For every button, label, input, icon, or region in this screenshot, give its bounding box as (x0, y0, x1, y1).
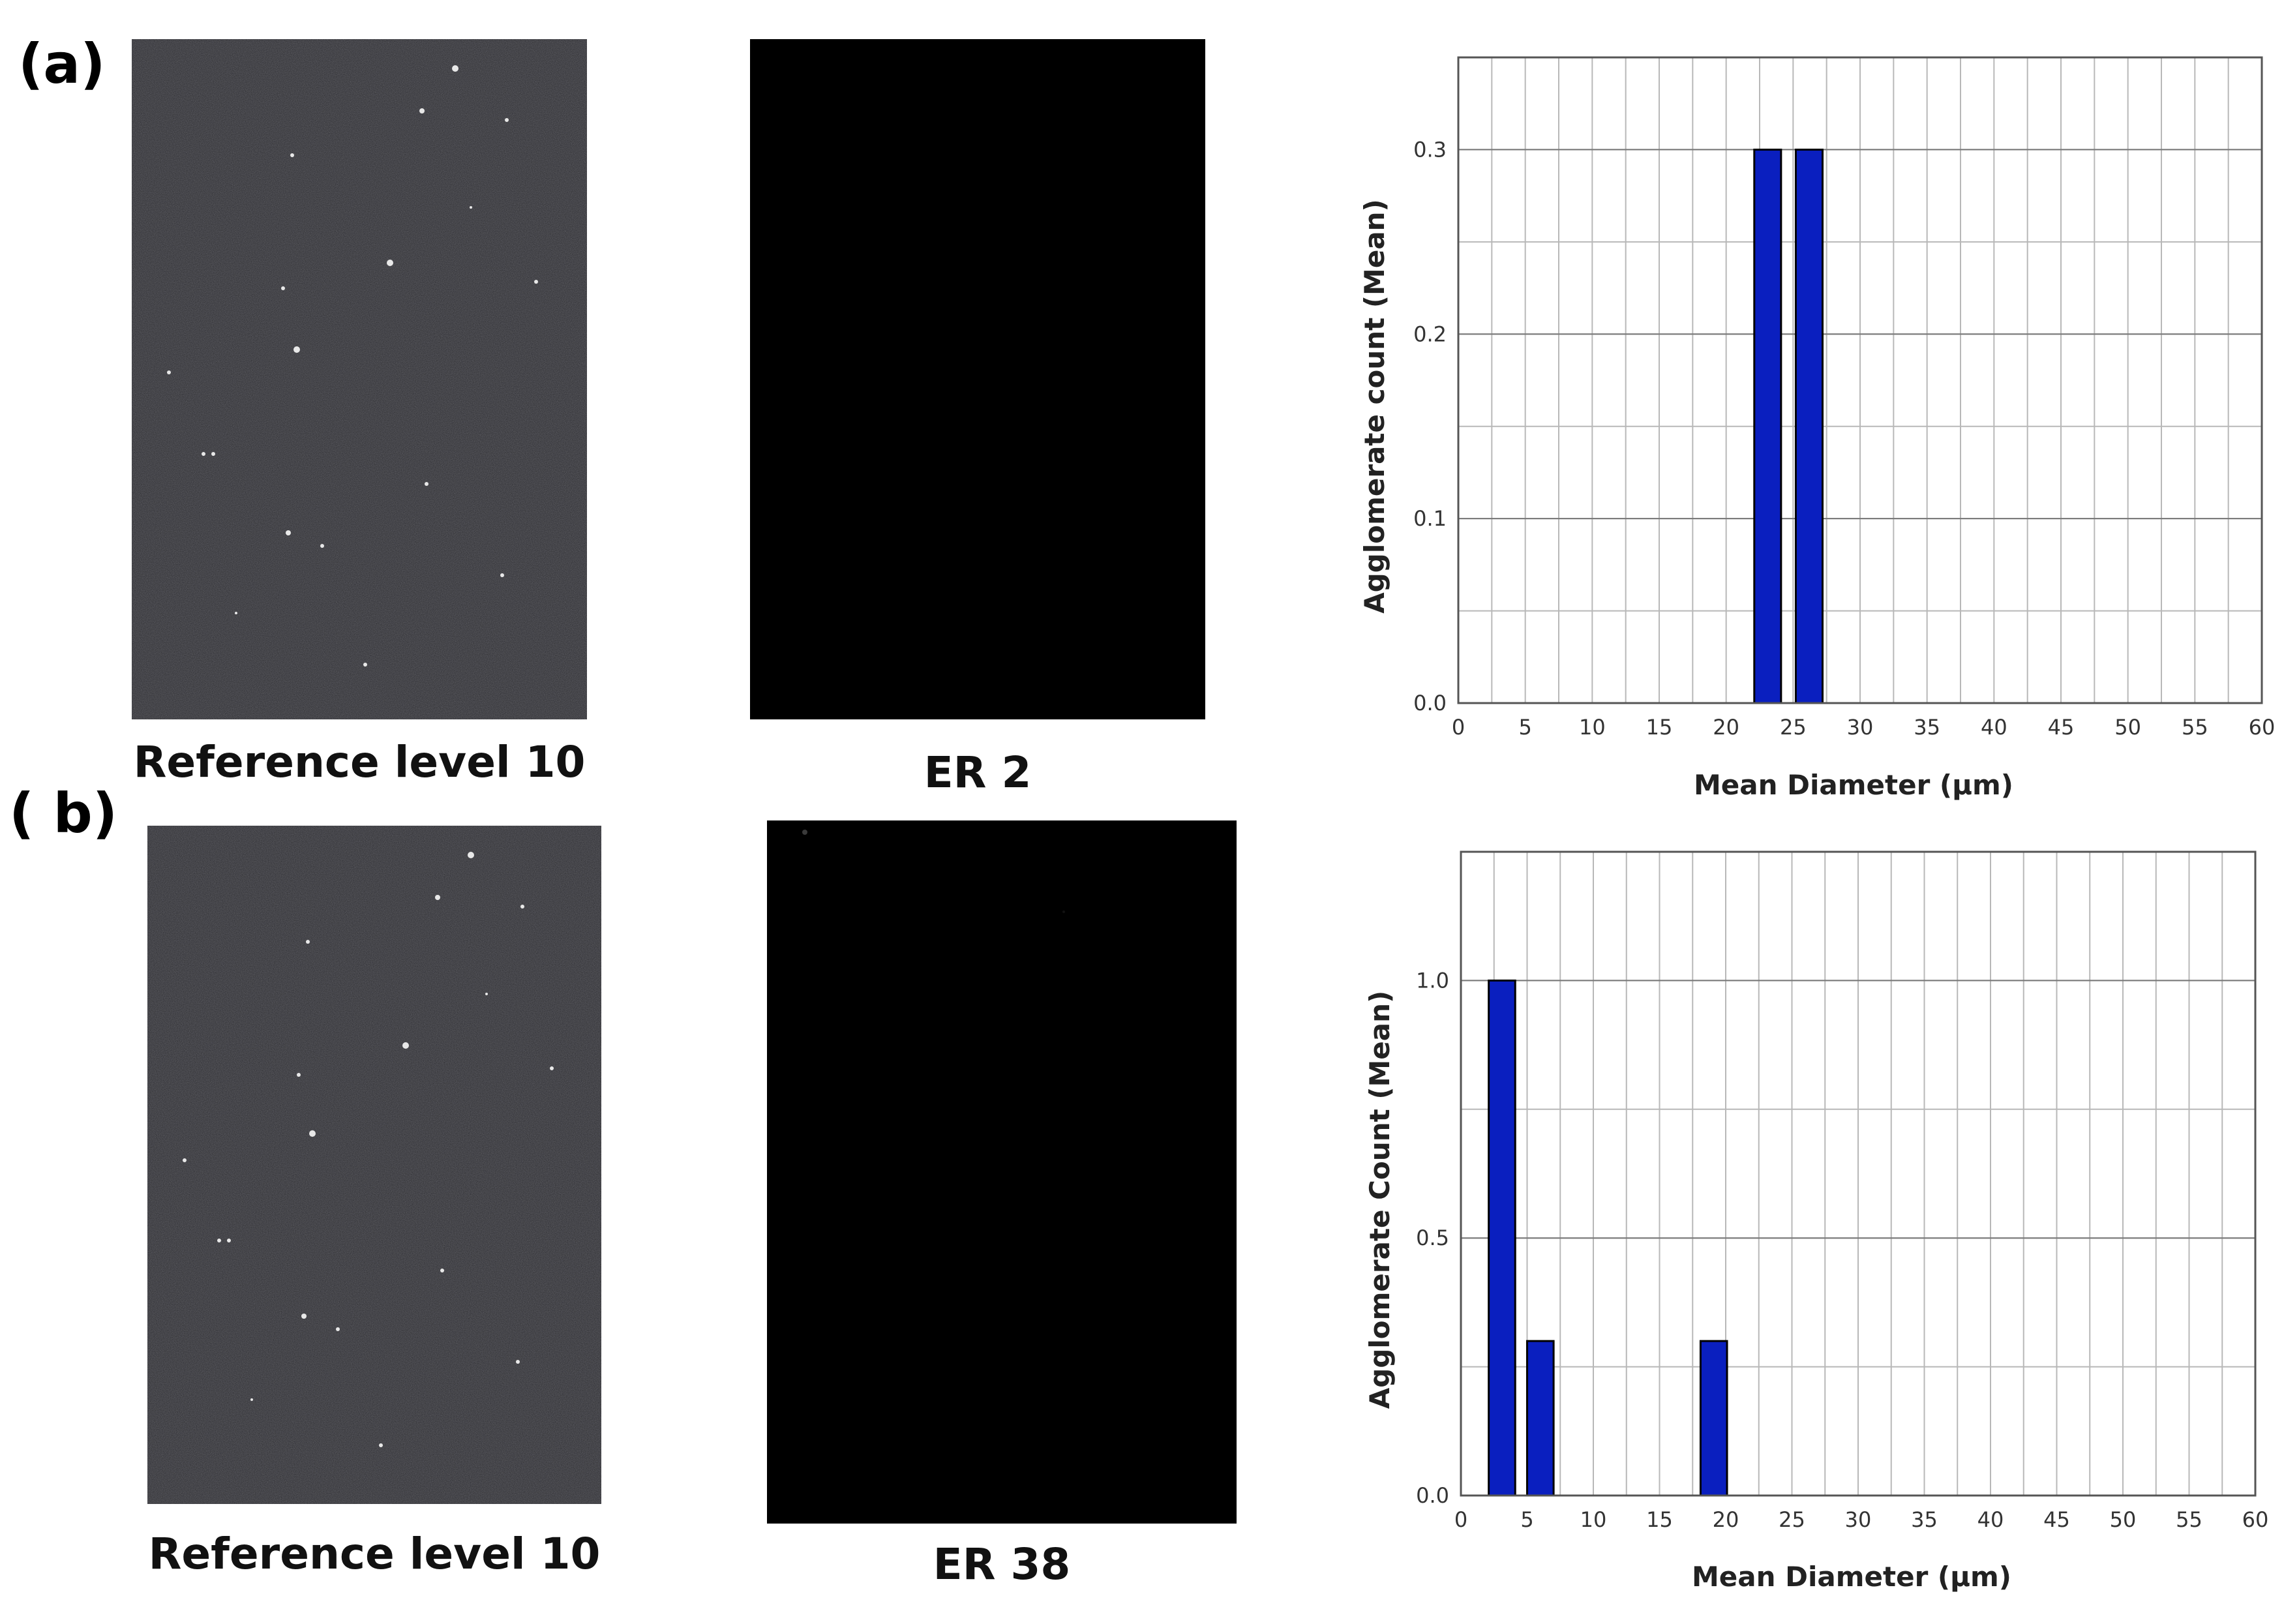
x-tick-label: 50 (2110, 1507, 2137, 1532)
x-tick-label: 40 (1977, 1507, 2004, 1532)
x-tick-label: 10 (1580, 1507, 1607, 1532)
y-tick-label: 0.3 (1413, 137, 1447, 162)
x-tick-label: 45 (2043, 1507, 2070, 1532)
x-tick-label: 15 (1646, 1507, 1673, 1532)
x-axis-title: Mean Diameter (μm) (1694, 769, 2013, 801)
bar-a-0 (1753, 148, 1782, 704)
x-tick-label: 0 (1454, 1507, 1467, 1532)
reference-image-a (132, 39, 587, 719)
reference-image-b (147, 826, 601, 1504)
x-tick-label: 60 (2242, 1507, 2269, 1532)
sample-caption-a: ER 2 (924, 747, 1032, 798)
plot-area-a (1458, 57, 2262, 703)
x-tick-label: 20 (1713, 715, 1739, 740)
reference-caption-a: Reference level 10 (133, 737, 586, 787)
bar-b-1 (1526, 1340, 1555, 1497)
x-tick-label: 20 (1713, 1507, 1739, 1532)
plot-frame-b (1460, 850, 2257, 1497)
sample-image-b (767, 820, 1237, 1524)
speckles (183, 852, 554, 1447)
x-tick-label: 50 (2114, 715, 2141, 740)
plot-frame-a (1457, 56, 2263, 704)
x-tick-label: 40 (1981, 715, 2007, 740)
x-axis-title: Mean Diameter (μm) (1692, 1561, 2011, 1593)
y-tick-label: 0.2 (1413, 322, 1447, 346)
y-tick-label: 0.0 (1416, 1483, 1449, 1508)
x-tick-label: 60 (2249, 715, 2276, 740)
x-tick-label: 35 (1911, 1507, 1938, 1532)
x-tick-label: 55 (2182, 715, 2208, 740)
x-tick-label: 25 (1779, 1507, 1805, 1532)
panel-label-b: ( b) (9, 781, 118, 845)
x-tick-label: 5 (1520, 1507, 1533, 1532)
bar-a-1 (1794, 148, 1824, 704)
bar-b-0 (1488, 979, 1516, 1497)
x-tick-label: 35 (1914, 715, 1940, 740)
x-tick-label: 10 (1579, 715, 1606, 740)
reference-caption-b: Reference level 10 (148, 1529, 601, 1579)
bar-b-2 (1699, 1340, 1728, 1497)
x-tick-label: 45 (2048, 715, 2075, 740)
sample-caption-b: ER 38 (933, 1539, 1071, 1589)
y-axis-title: Agglomerate Count (Mean) (1364, 991, 1396, 1409)
x-tick-label: 15 (1646, 715, 1673, 740)
y-axis-title: Agglomerate count (Mean) (1359, 199, 1390, 614)
x-tick-label: 30 (1845, 1507, 1872, 1532)
x-tick-label: 5 (1518, 715, 1531, 740)
x-tick-label: 30 (1847, 715, 1874, 740)
plot-area-b (1461, 852, 2255, 1496)
x-tick-label: 55 (2176, 1507, 2202, 1532)
y-tick-label: 0.5 (1416, 1226, 1449, 1250)
panel-label-a: (a) (18, 32, 106, 96)
x-tick-label: 0 (1452, 715, 1465, 740)
y-tick-label: 0.0 (1413, 691, 1447, 715)
x-tick-label: 25 (1780, 715, 1807, 740)
speckles (167, 65, 538, 667)
sample-image-a (750, 39, 1205, 719)
y-tick-label: 0.1 (1413, 506, 1447, 531)
y-tick-label: 1.0 (1416, 968, 1449, 993)
